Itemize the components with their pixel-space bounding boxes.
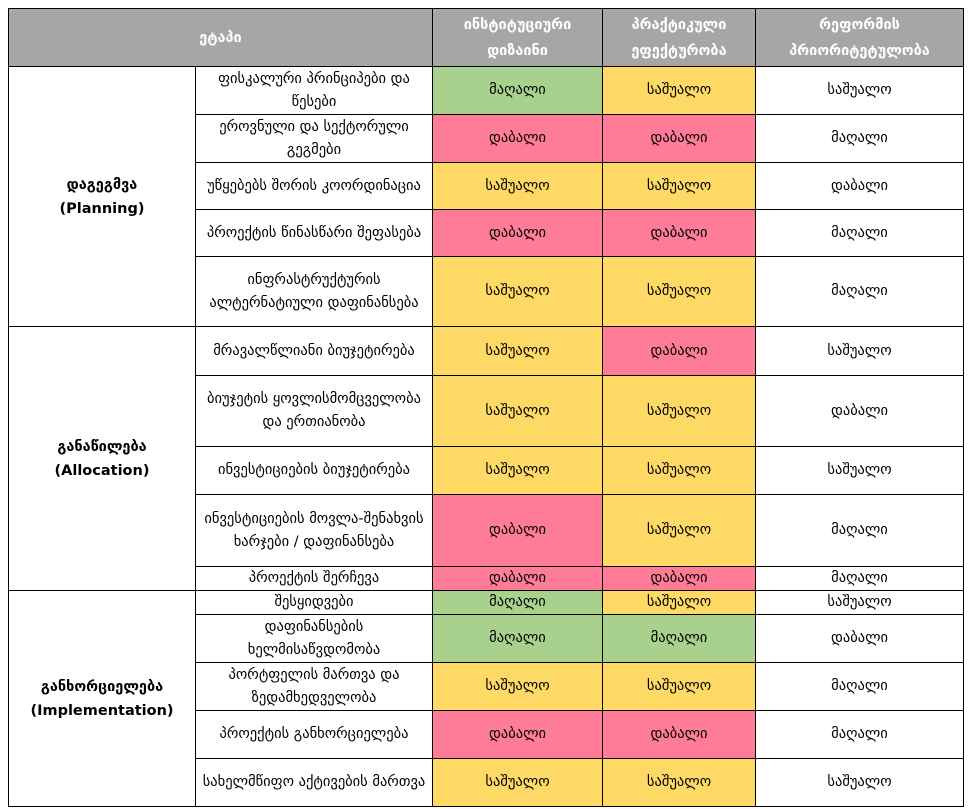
practical-rating: საშუალო — [602, 662, 756, 711]
priority-rating: მაღალი — [755, 209, 964, 257]
stage-cell: განაწილება (Allocation) — [8, 326, 196, 591]
table-row: ინფრასტრუქტურის ალტერნატიული დაფინანსება… — [9, 256, 964, 327]
practical-rating: დაბალი — [602, 209, 756, 257]
table-row: დაფინანსების ხელმისაწვდომობა მაღალი მაღალი… — [9, 614, 964, 663]
priority-rating: დაბალი — [755, 375, 964, 447]
practical-rating: საშუალო — [602, 256, 756, 327]
header-row: ეტაპი ინსტიტუციური დიზაინი პრაქტიკული ეფ… — [8, 8, 964, 67]
header-priority: რეფორმის პრიორიტეტულობა — [755, 8, 964, 67]
assessment-table: ეტაპი ინსტიტუციური დიზაინი პრაქტიკული ეფ… — [8, 8, 964, 807]
practical-rating: საშუალო — [602, 66, 756, 115]
priority-rating: მაღალი — [755, 256, 964, 327]
priority-rating: საშუალო — [755, 66, 964, 115]
header-practical: პრაქტიკული ეფექტურობა — [602, 8, 756, 67]
priority-rating: საშუალო — [755, 446, 964, 495]
item-cell: უწყებებს შორის კოორდინაცია — [195, 162, 433, 210]
stage-cell: დაგეგმვა (Planning) — [8, 66, 196, 327]
priority-rating: საშუალო — [755, 758, 964, 807]
priority-rating: დაბალი — [755, 614, 964, 663]
table-row: პროექტის განხორციელება დაბალი დაბალი მაღალი — [9, 710, 964, 759]
table-row: ბიუჯეტის ყოვლისმომცველობა და ერთიანობა სა… — [9, 375, 964, 447]
priority-rating: მაღალი — [755, 494, 964, 567]
priority-rating: მაღალი — [755, 114, 964, 163]
item-cell: ინვესტიციების მოვლა-შენახვის ხარჯები / დ… — [195, 494, 433, 567]
institutional-rating: დაბალი — [432, 710, 603, 759]
table-row: ეროვნული და სექტორული გეგმები დაბალი დაბალ… — [9, 114, 964, 163]
priority-rating: მაღალი — [755, 710, 964, 759]
stage-name: განაწილება — [57, 438, 147, 455]
practical-rating: საშუალო — [602, 162, 756, 210]
table-row: განხორციელება (Implementation) შესყიდვები მ… — [8, 590, 964, 807]
header-stage: ეტაპი — [8, 8, 433, 67]
institutional-rating: საშუალო — [432, 375, 603, 447]
priority-rating: მაღალი — [755, 662, 964, 711]
institutional-rating: მაღალი — [432, 66, 603, 115]
institutional-rating: საშუალო — [432, 758, 603, 807]
institutional-rating: მაღალი — [432, 590, 603, 615]
practical-rating: დაბალი — [602, 326, 756, 376]
table-row: ინვესტიციების მოვლა-შენახვის ხარჯები / დ… — [9, 494, 964, 567]
item-cell: პროექტის შერჩევა — [195, 566, 433, 591]
item-cell: პროექტის წინასწარი შეფასება — [195, 209, 433, 257]
item-cell: ფისკალური პრინციპები და წესები — [195, 66, 433, 115]
header-institutional: ინსტიტუციური დიზაინი — [432, 8, 603, 67]
institutional-rating: დაბალი — [432, 209, 603, 257]
practical-rating: საშუალო — [602, 375, 756, 447]
table-row: უწყებებს შორის კოორდინაცია საშუალო საშუალო… — [9, 162, 964, 210]
stage-name: განხორციელება — [40, 678, 164, 695]
table-row: დაგეგმვა (Planning) ფისკალური პრინციპები დ… — [8, 66, 964, 327]
item-cell: მრავალწლიანი ბიუჯეტირება — [195, 326, 433, 376]
item-cell: ინვესტიციების ბიუჯეტირება — [195, 446, 433, 495]
institutional-rating: დაბალი — [432, 494, 603, 567]
item-cell: სახელმწიფო აქტივების მართვა — [195, 758, 433, 807]
table-row: პროექტის შერჩევა დაბალი დაბალი მაღალი — [9, 566, 964, 591]
stage-name: დაგეგმვა — [66, 176, 138, 193]
priority-rating: საშუალო — [755, 590, 964, 615]
item-cell: ინფრასტრუქტურის ალტერნატიული დაფინანსება — [195, 256, 433, 327]
institutional-rating: დაბალი — [432, 566, 603, 591]
practical-rating: დაბალი — [602, 566, 756, 591]
practical-rating: საშუალო — [602, 494, 756, 567]
priority-rating: დაბალი — [755, 162, 964, 210]
item-cell: შესყიდვები — [195, 590, 433, 615]
table-row: პორტფელის მართვა და ზედამხედველობა საშუალ… — [9, 662, 964, 711]
institutional-rating: საშუალო — [432, 662, 603, 711]
item-cell: დაფინანსების ხელმისაწვდომობა — [195, 614, 433, 663]
institutional-rating: საშუალო — [432, 162, 603, 210]
item-cell: პროექტის განხორციელება — [195, 710, 433, 759]
stage-name-en: (Implementation) — [30, 702, 174, 719]
stage-cell: განხორციელება (Implementation) — [8, 590, 196, 807]
table-row: პროექტის წინასწარი შეფასება დაბალი დაბალი მ… — [9, 209, 964, 257]
table-row: განაწილება (Allocation) მრავალწლიანი ბიუჯე… — [8, 326, 964, 591]
institutional-rating: საშუალო — [432, 256, 603, 327]
stage-name-en: (Allocation) — [54, 462, 150, 479]
practical-rating: საშუალო — [602, 590, 756, 615]
practical-rating: საშუალო — [602, 758, 756, 807]
table-row: სახელმწიფო აქტივების მართვა საშუალო საშუალ… — [9, 758, 964, 807]
practical-rating: დაბალი — [602, 114, 756, 163]
practical-rating: საშუალო — [602, 446, 756, 495]
institutional-rating: საშუალო — [432, 326, 603, 376]
priority-rating: მაღალი — [755, 566, 964, 591]
practical-rating: დაბალი — [602, 710, 756, 759]
institutional-rating: დაბალი — [432, 114, 603, 163]
priority-rating: საშუალო — [755, 326, 964, 376]
stage-name-en: (Planning) — [59, 200, 145, 217]
institutional-rating: საშუალო — [432, 446, 603, 495]
institutional-rating: მაღალი — [432, 614, 603, 663]
practical-rating: მაღალი — [602, 614, 756, 663]
item-cell: ეროვნული და სექტორული გეგმები — [195, 114, 433, 163]
item-cell: ბიუჯეტის ყოვლისმომცველობა და ერთიანობა — [195, 375, 433, 447]
item-cell: პორტფელის მართვა და ზედამხედველობა — [195, 662, 433, 711]
